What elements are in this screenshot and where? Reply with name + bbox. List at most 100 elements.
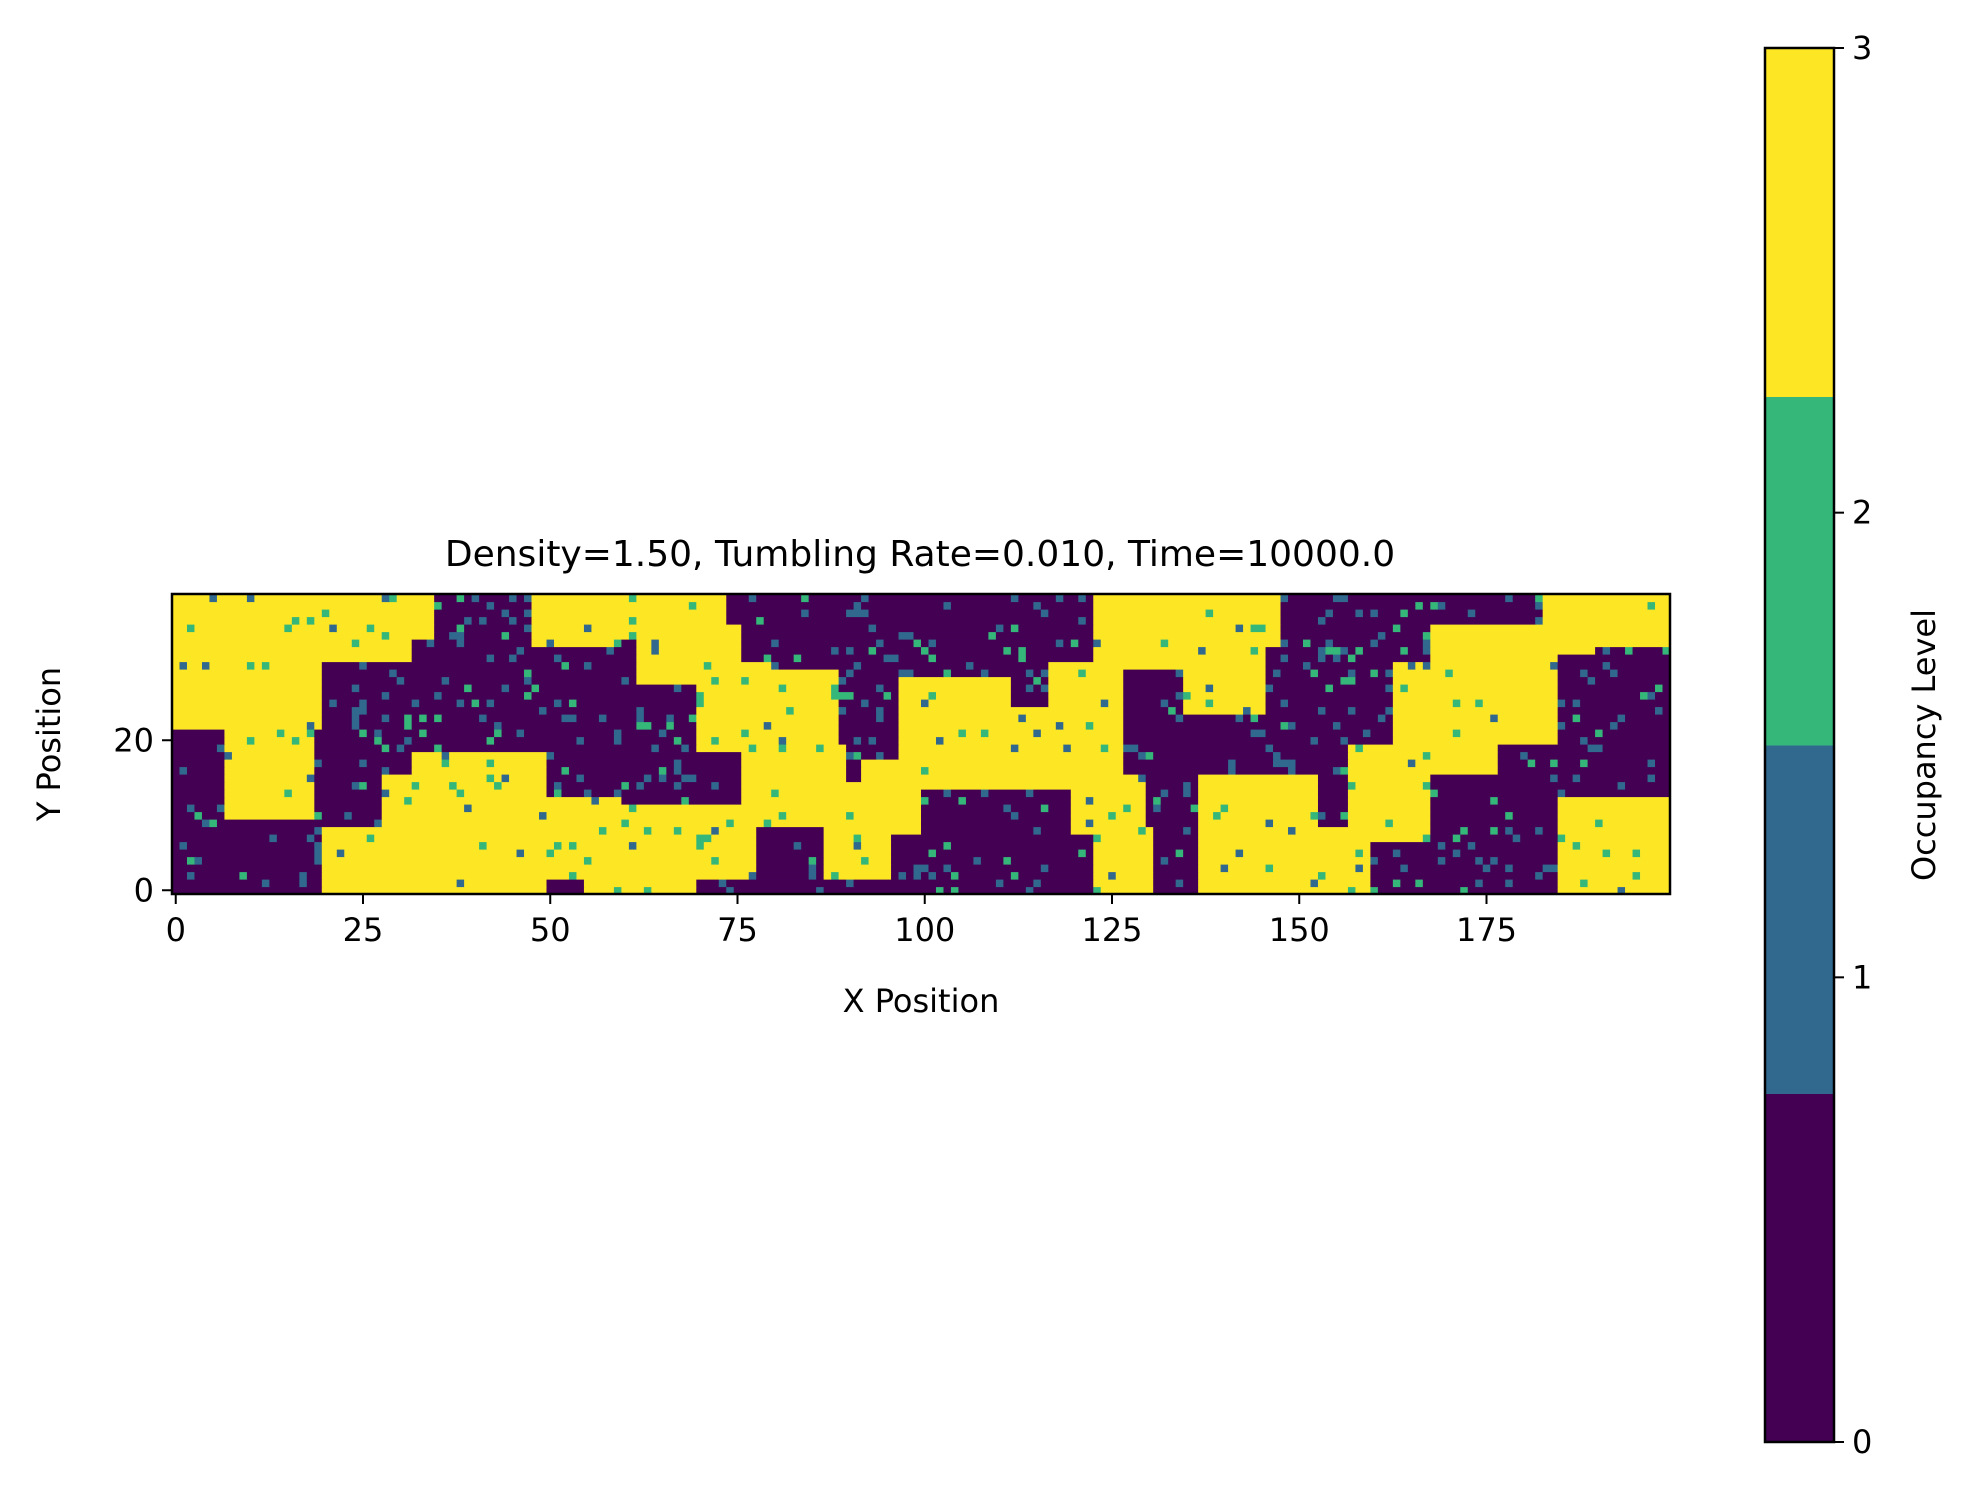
heatmap-cell-run: [306, 774, 315, 783]
heatmap-cell-run: [861, 736, 870, 745]
heatmap-cell-run: [921, 871, 930, 880]
heatmap-cell-run: [1602, 646, 1611, 655]
heatmap-cell-run: [434, 624, 458, 633]
heatmap-cell-run: [306, 721, 315, 730]
heatmap-cell-run: [186, 841, 315, 850]
heatmap-cell-run: [741, 751, 847, 760]
heatmap-cell-run: [666, 774, 682, 783]
heatmap-cell-run: [681, 744, 690, 753]
heatmap-cell-run: [1610, 661, 1671, 670]
heatmap-cell-run: [1355, 654, 1431, 663]
heatmap-cell-run: [1265, 646, 1319, 655]
heatmap-cell-run: [1108, 699, 1124, 708]
heatmap-cell-run: [1355, 781, 1424, 790]
heatmap-cell-run: [621, 729, 660, 738]
heatmap-cell-run: [771, 639, 780, 648]
heatmap-cell-run: [1610, 669, 1619, 678]
x-axis-label: X Position: [843, 982, 1000, 1020]
heatmap-cell-run: [1003, 856, 1012, 865]
heatmap-cell-run: [1033, 826, 1042, 835]
heatmap-cell-run: [831, 871, 840, 880]
heatmap-cell-run: [1377, 669, 1386, 678]
heatmap-cell-run: [1153, 856, 1162, 865]
heatmap-cell-run: [1557, 864, 1671, 873]
heatmap-cell-run: [1138, 774, 1147, 783]
heatmap-cell-run: [1243, 849, 1357, 858]
heatmap-cell-run: [546, 766, 563, 775]
heatmap-cell-run: [1572, 714, 1581, 723]
heatmap-cell-run: [1228, 804, 1319, 813]
heatmap-cell-run: [621, 886, 645, 895]
heatmap-cell-run: [284, 624, 293, 633]
heatmap-cell-run: [1587, 759, 1649, 768]
heatmap-cell-run: [351, 706, 368, 715]
heatmap-cell-run: [696, 736, 712, 745]
heatmap-cell-run: [1347, 654, 1357, 663]
heatmap-cell-run: [306, 834, 315, 843]
heatmap-cell-run: [411, 751, 443, 760]
heatmap-cell-run: [524, 646, 608, 655]
heatmap-cell-run: [771, 789, 780, 798]
heatmap-cell-run: [1430, 654, 1559, 663]
heatmap-cell-run: [172, 864, 323, 873]
heatmap-cell-run: [1145, 811, 1199, 820]
heatmap-cell-run: [1160, 856, 1169, 865]
heatmap-cell-run: [1273, 751, 1282, 760]
heatmap-cell-run: [621, 736, 675, 745]
heatmap-cell-run: [823, 886, 937, 895]
heatmap-cell-run: [1123, 684, 1184, 693]
heatmap-cell-run: [1183, 706, 1244, 715]
heatmap-cell-run: [613, 646, 637, 655]
heatmap-cell-run: [1407, 646, 1424, 655]
heatmap-cell-run: [1198, 886, 1349, 895]
heatmap-cell-run: [1482, 699, 1559, 708]
heatmap-cell-run: [1557, 759, 1581, 768]
heatmap-cell-run: [1183, 826, 1192, 835]
heatmap-cell-run: [561, 714, 578, 723]
heatmap-cell-run: [1198, 819, 1267, 828]
heatmap-cell-run: [1557, 654, 1671, 663]
heatmap-cell-run: [1580, 736, 1589, 745]
heatmap-cell-run: [861, 759, 1124, 768]
heatmap-cell-run: [883, 706, 900, 715]
heatmap-cell-run: [434, 594, 458, 603]
heatmap-cell-run: [216, 594, 248, 603]
heatmap-cell-run: [1370, 879, 1394, 888]
heatmap-cell-run: [1295, 721, 1334, 730]
heatmap-cell-run: [434, 609, 503, 618]
heatmap-cell-run: [696, 879, 720, 888]
heatmap-cell-run: [823, 841, 855, 850]
heatmap-cell-run: [846, 766, 862, 775]
heatmap-cell-run: [531, 609, 727, 618]
heatmap-cell-run: [726, 879, 847, 888]
heatmap-cell-run: [748, 744, 757, 753]
heatmap-cell-run: [1362, 849, 1371, 858]
heatmap-cell-run: [1430, 796, 1491, 805]
heatmap-cell-run: [1647, 759, 1656, 768]
heatmap-cell-run: [1377, 609, 1401, 618]
heatmap-cell-run: [321, 699, 330, 708]
heatmap-cell-run: [1317, 706, 1327, 715]
heatmap-cell-run: [1340, 766, 1349, 775]
heatmap-cell-run: [741, 759, 847, 768]
heatmap-cell-run: [771, 661, 780, 670]
heatmap-cell-run: [980, 729, 990, 738]
heatmap-cell-run: [201, 819, 211, 828]
heatmap-cell-run: [1033, 879, 1042, 888]
heatmap-cell-run: [1332, 609, 1357, 618]
heatmap-cell-run: [1557, 699, 1566, 708]
heatmap-cell-run: [921, 804, 1004, 813]
heatmap-cell-run: [1273, 759, 1297, 768]
heatmap-cell-run: [891, 864, 915, 873]
heatmap-cell-run: [718, 736, 780, 745]
heatmap-cell-run: [291, 736, 300, 745]
heatmap-cell-run: [359, 721, 405, 730]
heatmap-cell-run: [583, 886, 615, 895]
heatmap-cell-run: [853, 841, 862, 850]
heatmap-cell-run: [628, 819, 727, 828]
heatmap-cell-run: [389, 669, 398, 678]
heatmap-cell-run: [1123, 744, 1139, 753]
heatmap-cell-run: [246, 736, 255, 745]
heatmap-cell-run: [898, 699, 922, 708]
heatmap-cell-run: [1392, 849, 1401, 858]
